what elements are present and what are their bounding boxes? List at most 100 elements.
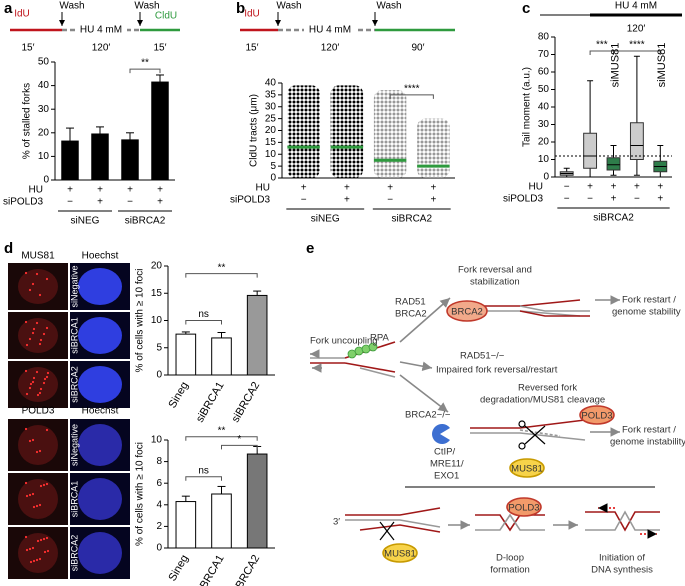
y-tick-label: 30 bbox=[538, 119, 550, 130]
y-axis-label: CldU tracts (μm) bbox=[249, 94, 260, 167]
significance: ns bbox=[198, 309, 209, 320]
x-tick-label: siBRCA1 bbox=[194, 553, 227, 586]
diagram bbox=[310, 295, 660, 563]
focus bbox=[32, 559, 36, 563]
label: Fork restart / bbox=[622, 295, 676, 306]
focus bbox=[45, 375, 49, 379]
row-value: − bbox=[587, 194, 593, 205]
label: degradation/MUS81 cleavage bbox=[480, 395, 605, 406]
label: EXO1 bbox=[434, 471, 459, 482]
nucleus bbox=[18, 269, 58, 304]
timeline-label: HU 4 mM bbox=[309, 25, 351, 36]
label: CtIP/ bbox=[434, 447, 455, 458]
focus bbox=[35, 370, 39, 374]
significance-bracket bbox=[129, 68, 161, 74]
row-value: + bbox=[430, 183, 436, 194]
focus bbox=[24, 271, 28, 275]
label: DNA synthesis bbox=[591, 565, 653, 576]
focus bbox=[24, 369, 28, 373]
y-axis-label: % of cells with ≥ 10 foci bbox=[135, 269, 146, 373]
significance-bracket bbox=[185, 273, 258, 278]
focus bbox=[25, 343, 29, 347]
row-value: + bbox=[97, 197, 103, 208]
focus bbox=[31, 380, 35, 384]
focus bbox=[24, 481, 28, 485]
label: POLD3 bbox=[581, 411, 612, 422]
x-tick-label: siBRCA1 bbox=[194, 380, 227, 425]
bar bbox=[151, 81, 169, 181]
significance-bracket bbox=[221, 444, 258, 450]
group-label: siBRCA2 bbox=[391, 214, 432, 225]
y-tick-label: 10 bbox=[265, 149, 277, 160]
bar bbox=[61, 140, 79, 181]
significance: **** bbox=[404, 84, 420, 95]
group-label: siNEG bbox=[311, 214, 340, 225]
focus bbox=[42, 381, 46, 385]
focus bbox=[43, 550, 47, 554]
row-value: + bbox=[657, 182, 663, 193]
point-cloud bbox=[417, 118, 450, 178]
row-value: − bbox=[387, 195, 393, 206]
row-value: + bbox=[157, 197, 163, 208]
bar bbox=[121, 139, 139, 181]
focus bbox=[42, 483, 46, 487]
row-value: + bbox=[430, 195, 436, 206]
focus bbox=[32, 376, 36, 380]
box bbox=[606, 157, 621, 171]
point-cloud bbox=[330, 85, 364, 178]
focus bbox=[31, 438, 35, 442]
focus bbox=[35, 504, 39, 508]
label: genome stability bbox=[612, 307, 681, 318]
timeline-label: Wash bbox=[59, 1, 84, 12]
group-label: siNEG bbox=[71, 216, 100, 227]
focus bbox=[28, 337, 32, 341]
x-tick-label: siBRCA2 bbox=[230, 380, 263, 425]
group-label: siBRCA2 bbox=[125, 216, 166, 227]
row-value: + bbox=[67, 185, 73, 196]
y-tick-label: 0 bbox=[43, 175, 49, 186]
row-value: − bbox=[127, 197, 133, 208]
y-tick-label: 40 bbox=[265, 78, 277, 89]
focus bbox=[42, 332, 46, 336]
timeline-label: CldU bbox=[155, 11, 177, 22]
y-tick-label: 40 bbox=[38, 80, 50, 91]
bar bbox=[91, 133, 109, 181]
nucleus bbox=[78, 317, 122, 354]
focus bbox=[42, 537, 46, 541]
focus bbox=[39, 484, 43, 488]
label: RPA bbox=[370, 333, 389, 344]
nucleus bbox=[78, 366, 122, 403]
nucleus bbox=[78, 268, 122, 305]
y-tick-label: 60 bbox=[538, 67, 550, 78]
group-label: siBRCA2 bbox=[593, 213, 634, 224]
significance: **** bbox=[629, 40, 645, 51]
timeline-label: Wash bbox=[134, 1, 159, 12]
row-label: siNegative bbox=[69, 424, 79, 466]
row-label: HU bbox=[29, 185, 43, 196]
image-header: MUS81 bbox=[21, 251, 55, 262]
focus bbox=[45, 428, 49, 432]
bar bbox=[211, 493, 232, 549]
label: RAD51−/− bbox=[460, 351, 505, 362]
point-cloud bbox=[287, 85, 320, 178]
focus bbox=[46, 549, 50, 553]
focus bbox=[45, 482, 49, 486]
focus bbox=[29, 560, 33, 564]
label: genome instability bbox=[610, 437, 685, 448]
focus bbox=[29, 382, 33, 386]
focus bbox=[24, 320, 28, 324]
focus bbox=[35, 321, 39, 325]
focus bbox=[32, 505, 36, 509]
bar bbox=[211, 337, 232, 376]
row-label: siPOLD3 bbox=[3, 197, 43, 208]
row-label: siPOLD3 bbox=[230, 195, 270, 206]
focus bbox=[28, 386, 32, 390]
bar bbox=[175, 333, 197, 376]
timeline-label: Wash bbox=[276, 1, 301, 12]
timeline-label: 15′ bbox=[246, 43, 259, 54]
row-value: + bbox=[127, 185, 133, 196]
focus bbox=[31, 331, 35, 335]
timeline-label: HU 4 mM bbox=[80, 25, 122, 36]
y-tick-label: 25 bbox=[265, 113, 277, 124]
y-tick-label: 15 bbox=[151, 288, 163, 299]
